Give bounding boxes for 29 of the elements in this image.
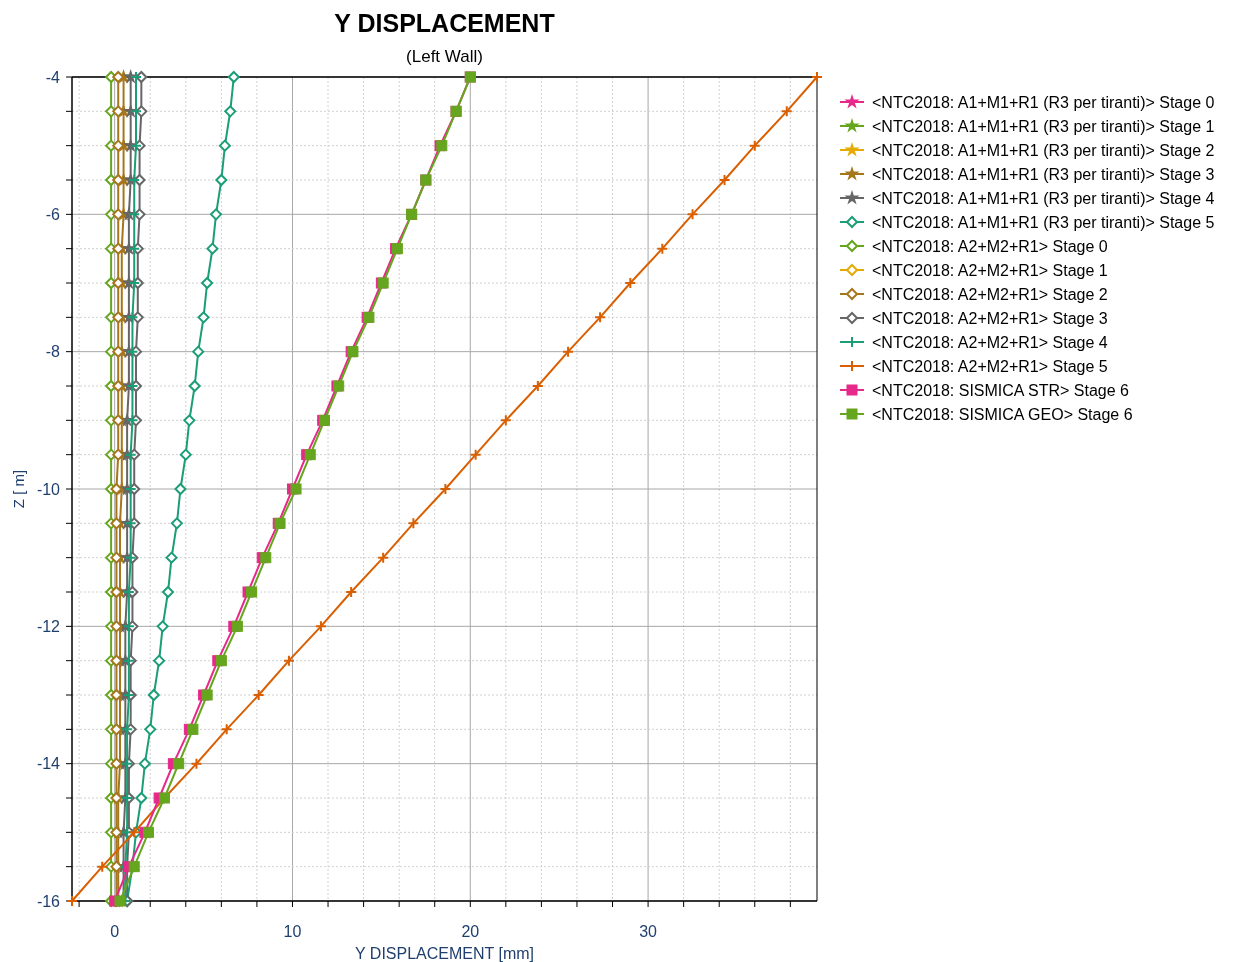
legend-label: <NTC2018: A1+M1+R1 (R3 per tiranti)> Stage 4 (872, 189, 1215, 207)
x-axis-title: Y DISPLACEMENT [mm] (355, 945, 534, 962)
legend-label: <NTC2018: A1+M1+R1 (R3 per tiranti)> Stage 3 (872, 165, 1215, 183)
chart-title: Y DISPLACEMENT (334, 9, 555, 37)
chart-subtitle: (Left Wall) (406, 47, 483, 66)
legend-label: <NTC2018: SISMICA GEO> Stage 6 (872, 405, 1133, 423)
legend-label: <NTC2018: A2+M2+R1> Stage 1 (872, 261, 1108, 279)
legend-label: <NTC2018: A2+M2+R1> Stage 2 (872, 285, 1108, 303)
legend-label: <NTC2018: A1+M1+R1 (R3 per tiranti)> Stage 1 (872, 117, 1215, 135)
y-tick-label: -12 (36, 617, 61, 635)
x-tick-label: 30 (639, 923, 658, 940)
x-tick-label: 20 (461, 923, 480, 940)
legend-label: <NTC2018: A2+M2+R1> Stage 5 (872, 357, 1108, 375)
y-tick-label: -8 (45, 343, 61, 361)
legend-label: <NTC2018: A1+M1+R1 (R3 per tiranti)> Stage 5 (872, 213, 1215, 231)
y-tick-label: -14 (36, 755, 61, 773)
legend-label: <NTC2018: A1+M1+R1 (R3 per tiranti)> Stage 2 (872, 141, 1215, 159)
y-tick-label: -16 (36, 892, 61, 910)
y-tick-label: -6 (45, 205, 61, 223)
x-tick-label: 10 (283, 923, 302, 940)
legend-label: <NTC2018: SISMICA STR> Stage 6 (872, 381, 1130, 399)
legend-label: <NTC2018: A1+M1+R1 (R3 per tiranti)> Stage 0 (872, 93, 1215, 111)
y-tick-label: -10 (36, 480, 61, 498)
x-tick-label: 0 (110, 923, 120, 940)
legend-label: <NTC2018: A2+M2+R1> Stage 3 (872, 309, 1108, 327)
legend-label: <NTC2018: A2+M2+R1> Stage 4 (872, 333, 1108, 351)
y-axis-title: Z [ m] (10, 469, 27, 509)
legend-label: <NTC2018: A2+M2+R1> Stage 0 (872, 237, 1108, 255)
y-tick-label: -4 (45, 68, 61, 86)
